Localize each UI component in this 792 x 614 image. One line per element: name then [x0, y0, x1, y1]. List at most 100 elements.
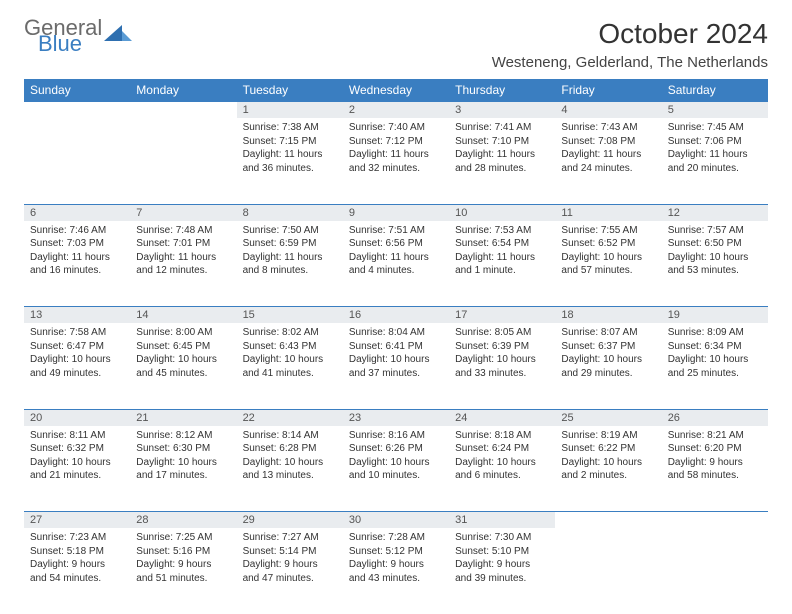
day-details: Sunrise: 8:05 AMSunset: 6:39 PMDaylight:…: [449, 323, 555, 386]
day-details: [555, 528, 661, 537]
sunset-text: Sunset: 5:14 PM: [243, 545, 337, 559]
calendar-cell-number: 9: [343, 204, 449, 221]
day-details: [24, 118, 130, 127]
calendar-cell-number: 20: [24, 409, 130, 426]
daylight-text: Daylight: 11 hours and 16 minutes.: [30, 251, 124, 278]
weekday-header: Sunday: [24, 79, 130, 102]
calendar-cell-number: 6: [24, 204, 130, 221]
page-title: October 2024: [492, 18, 768, 50]
calendar-cell-content: Sunrise: 7:46 AMSunset: 7:03 PMDaylight:…: [24, 221, 130, 307]
weekday-header: Saturday: [662, 79, 768, 102]
sunrise-text: Sunrise: 7:28 AM: [349, 531, 443, 545]
day-details: Sunrise: 7:48 AMSunset: 7:01 PMDaylight:…: [130, 221, 236, 284]
calendar-cell-number: 31: [449, 512, 555, 529]
calendar-cell-content: Sunrise: 7:58 AMSunset: 6:47 PMDaylight:…: [24, 323, 130, 409]
daylight-text: Daylight: 9 hours and 54 minutes.: [30, 558, 124, 585]
calendar-cell-number: 7: [130, 204, 236, 221]
day-details: Sunrise: 8:14 AMSunset: 6:28 PMDaylight:…: [237, 426, 343, 489]
daylight-text: Daylight: 9 hours and 47 minutes.: [243, 558, 337, 585]
calendar-cell-content: Sunrise: 8:16 AMSunset: 6:26 PMDaylight:…: [343, 426, 449, 512]
sunset-text: Sunset: 6:50 PM: [668, 237, 762, 251]
day-details: Sunrise: 7:58 AMSunset: 6:47 PMDaylight:…: [24, 323, 130, 386]
calendar-cell-content: Sunrise: 7:27 AMSunset: 5:14 PMDaylight:…: [237, 528, 343, 614]
daylight-text: Daylight: 10 hours and 25 minutes.: [668, 353, 762, 380]
calendar-cell-content: Sunrise: 8:05 AMSunset: 6:39 PMDaylight:…: [449, 323, 555, 409]
daylight-text: Daylight: 11 hours and 12 minutes.: [136, 251, 230, 278]
day-number: 27: [24, 512, 130, 528]
day-number: 21: [130, 410, 236, 426]
calendar-cell-content: Sunrise: 8:14 AMSunset: 6:28 PMDaylight:…: [237, 426, 343, 512]
day-details: Sunrise: 7:28 AMSunset: 5:12 PMDaylight:…: [343, 528, 449, 591]
daylight-text: Daylight: 11 hours and 4 minutes.: [349, 251, 443, 278]
sunset-text: Sunset: 5:18 PM: [30, 545, 124, 559]
day-content-row: Sunrise: 7:38 AMSunset: 7:15 PMDaylight:…: [24, 118, 768, 204]
sunrise-text: Sunrise: 7:55 AM: [561, 224, 655, 238]
daylight-text: Daylight: 9 hours and 39 minutes.: [455, 558, 549, 585]
sunrise-text: Sunrise: 7:45 AM: [668, 121, 762, 135]
sunrise-text: Sunrise: 8:04 AM: [349, 326, 443, 340]
sunset-text: Sunset: 6:32 PM: [30, 442, 124, 456]
sunrise-text: Sunrise: 8:09 AM: [668, 326, 762, 340]
day-details: Sunrise: 7:27 AMSunset: 5:14 PMDaylight:…: [237, 528, 343, 591]
day-details: Sunrise: 8:11 AMSunset: 6:32 PMDaylight:…: [24, 426, 130, 489]
calendar-cell-number: 30: [343, 512, 449, 529]
day-number: 14: [130, 307, 236, 323]
day-details: Sunrise: 8:09 AMSunset: 6:34 PMDaylight:…: [662, 323, 768, 386]
day-details: Sunrise: 8:00 AMSunset: 6:45 PMDaylight:…: [130, 323, 236, 386]
calendar-cell-number: [662, 512, 768, 529]
day-details: Sunrise: 7:50 AMSunset: 6:59 PMDaylight:…: [237, 221, 343, 284]
day-details: Sunrise: 7:45 AMSunset: 7:06 PMDaylight:…: [662, 118, 768, 181]
day-details: Sunrise: 7:41 AMSunset: 7:10 PMDaylight:…: [449, 118, 555, 181]
calendar-cell-number: 12: [662, 204, 768, 221]
day-number: 8: [237, 205, 343, 221]
day-details: Sunrise: 7:38 AMSunset: 7:15 PMDaylight:…: [237, 118, 343, 181]
day-details: Sunrise: 7:46 AMSunset: 7:03 PMDaylight:…: [24, 221, 130, 284]
day-number: 28: [130, 512, 236, 528]
sunset-text: Sunset: 6:24 PM: [455, 442, 549, 456]
day-details: Sunrise: 8:04 AMSunset: 6:41 PMDaylight:…: [343, 323, 449, 386]
weekday-header: Tuesday: [237, 79, 343, 102]
day-number-row: 12345: [24, 102, 768, 119]
day-number: [662, 512, 768, 528]
daylight-text: Daylight: 10 hours and 10 minutes.: [349, 456, 443, 483]
calendar-cell-number: [130, 102, 236, 119]
day-details: Sunrise: 7:30 AMSunset: 5:10 PMDaylight:…: [449, 528, 555, 591]
calendar-cell-content: Sunrise: 8:18 AMSunset: 6:24 PMDaylight:…: [449, 426, 555, 512]
title-block: October 2024 Westeneng, Gelderland, The …: [492, 18, 768, 71]
day-number: 13: [24, 307, 130, 323]
day-number: 17: [449, 307, 555, 323]
calendar-cell-number: 1: [237, 102, 343, 119]
day-number: 9: [343, 205, 449, 221]
day-number: 11: [555, 205, 661, 221]
day-number: 4: [555, 102, 661, 118]
calendar-cell-content: Sunrise: 8:19 AMSunset: 6:22 PMDaylight:…: [555, 426, 661, 512]
sunrise-text: Sunrise: 7:27 AM: [243, 531, 337, 545]
day-number: [130, 102, 236, 118]
calendar-cell-number: 24: [449, 409, 555, 426]
day-number: 20: [24, 410, 130, 426]
daylight-text: Daylight: 9 hours and 58 minutes.: [668, 456, 762, 483]
daylight-text: Daylight: 10 hours and 49 minutes.: [30, 353, 124, 380]
daylight-text: Daylight: 11 hours and 20 minutes.: [668, 148, 762, 175]
day-details: Sunrise: 7:40 AMSunset: 7:12 PMDaylight:…: [343, 118, 449, 181]
calendar-cell-content: [555, 528, 661, 614]
sunrise-text: Sunrise: 8:14 AM: [243, 429, 337, 443]
daylight-text: Daylight: 11 hours and 36 minutes.: [243, 148, 337, 175]
day-number: 12: [662, 205, 768, 221]
day-number: 23: [343, 410, 449, 426]
sunrise-text: Sunrise: 8:11 AM: [30, 429, 124, 443]
day-number: 6: [24, 205, 130, 221]
calendar-cell-content: Sunrise: 8:07 AMSunset: 6:37 PMDaylight:…: [555, 323, 661, 409]
sunset-text: Sunset: 6:22 PM: [561, 442, 655, 456]
logo-text-blue: Blue: [38, 34, 102, 54]
day-details: Sunrise: 8:21 AMSunset: 6:20 PMDaylight:…: [662, 426, 768, 489]
day-details: Sunrise: 7:53 AMSunset: 6:54 PMDaylight:…: [449, 221, 555, 284]
day-details: Sunrise: 7:43 AMSunset: 7:08 PMDaylight:…: [555, 118, 661, 181]
daylight-text: Daylight: 10 hours and 57 minutes.: [561, 251, 655, 278]
sunrise-text: Sunrise: 7:41 AM: [455, 121, 549, 135]
sunset-text: Sunset: 6:26 PM: [349, 442, 443, 456]
calendar-cell-number: 27: [24, 512, 130, 529]
calendar-cell-number: 10: [449, 204, 555, 221]
sunrise-text: Sunrise: 8:21 AM: [668, 429, 762, 443]
day-number: 16: [343, 307, 449, 323]
